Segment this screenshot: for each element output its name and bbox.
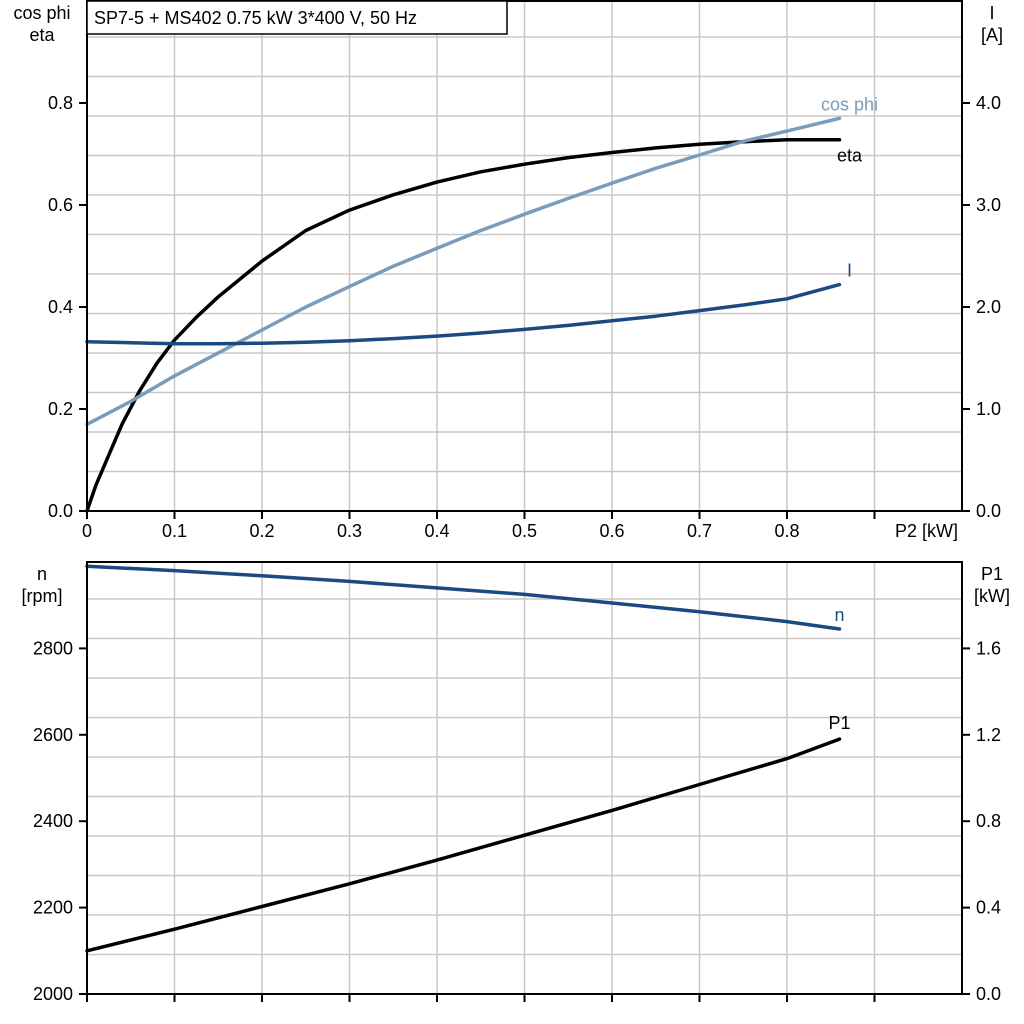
left-axis-tick-label: 2200 <box>33 898 73 918</box>
left-axis-tick-label: 2600 <box>33 725 73 745</box>
series-line-p1 <box>85 737 842 953</box>
x-axis-tick-label: 0.1 <box>162 521 187 541</box>
right-axis-tick-label: 2.0 <box>976 297 1001 317</box>
series-line-n <box>85 564 842 631</box>
right-axis-tick-label: 1.2 <box>976 725 1001 745</box>
bottom-panel-axes: 200022002400260028000.00.40.81.21.6n[rpm… <box>21 564 1010 1004</box>
left-axis-tick-label: 0.0 <box>48 501 73 521</box>
right-axis-title: [kW] <box>974 586 1010 606</box>
series-line-i <box>85 282 842 346</box>
right-axis-title: [A] <box>981 25 1003 45</box>
x-axis-tick-label: 0.6 <box>599 521 624 541</box>
series-label-n: n <box>834 605 844 625</box>
series-line-cos-phi <box>85 116 842 427</box>
series-label-eta: eta <box>837 146 863 166</box>
top-panel-curves <box>85 116 842 513</box>
left-axis-title: eta <box>29 25 55 45</box>
x-axis-tick-label: 0.2 <box>249 521 274 541</box>
series-label-p1: P1 <box>828 713 850 733</box>
bottom-panel-curves <box>85 564 842 953</box>
chart-title: SP7-5 + MS402 0.75 kW 3*400 V, 50 Hz <box>94 8 417 28</box>
x-axis-tick-label: 0.5 <box>512 521 537 541</box>
left-axis-title: cos phi <box>13 3 70 23</box>
left-axis-tick-label: 2400 <box>33 811 73 831</box>
right-axis-title: I <box>989 3 994 23</box>
x-axis-tick-label: 0.8 <box>774 521 799 541</box>
right-axis-tick-label: 4.0 <box>976 93 1001 113</box>
left-axis-tick-label: 0.2 <box>48 399 73 419</box>
chart-title-box: SP7-5 + MS402 0.75 kW 3*400 V, 50 Hz <box>86 0 508 35</box>
series-line-eta <box>85 137 842 513</box>
series-label-i: I <box>847 261 852 281</box>
left-axis-title: n <box>37 564 47 584</box>
top-panel-grid <box>87 1 962 511</box>
left-axis-title: [rpm] <box>21 586 62 606</box>
series-label-cos-phi: cos phi <box>821 94 878 114</box>
series-labels: eta cos phi In P1 <box>821 94 878 733</box>
right-axis-tick-label: 3.0 <box>976 195 1001 215</box>
right-axis-tick-label: 1.0 <box>976 399 1001 419</box>
x-axis-tick-label: 0 <box>82 521 92 541</box>
x-axis-title: P2 [kW] <box>895 521 958 541</box>
right-axis-tick-label: 1.6 <box>976 638 1001 658</box>
left-axis-tick-label: 2000 <box>33 984 73 1004</box>
left-axis-tick-label: 2800 <box>33 638 73 658</box>
x-axis-tick-label: 0.3 <box>337 521 362 541</box>
left-axis-tick-label: 0.6 <box>48 195 73 215</box>
left-axis-tick-label: 0.8 <box>48 93 73 113</box>
x-axis-tick-label: 0.7 <box>687 521 712 541</box>
x-axis-tick-label: 0.4 <box>424 521 449 541</box>
right-axis-title: P1 <box>981 564 1003 584</box>
top-panel-axes: 0.0 0.2 0.4 0.6 0.8 0.0 1.0 2.0 3.0 4.0 0 0.1 0.2 0.3… <box>13 3 1003 541</box>
right-axis-tick-label: 0.0 <box>976 984 1001 1004</box>
right-axis-tick-label: 0.4 <box>976 898 1001 918</box>
left-axis-tick-label: 0.4 <box>48 297 73 317</box>
right-axis-tick-label: 0.0 <box>976 501 1001 521</box>
bottom-panel-grid <box>87 562 962 994</box>
right-axis-tick-label: 0.8 <box>976 811 1001 831</box>
